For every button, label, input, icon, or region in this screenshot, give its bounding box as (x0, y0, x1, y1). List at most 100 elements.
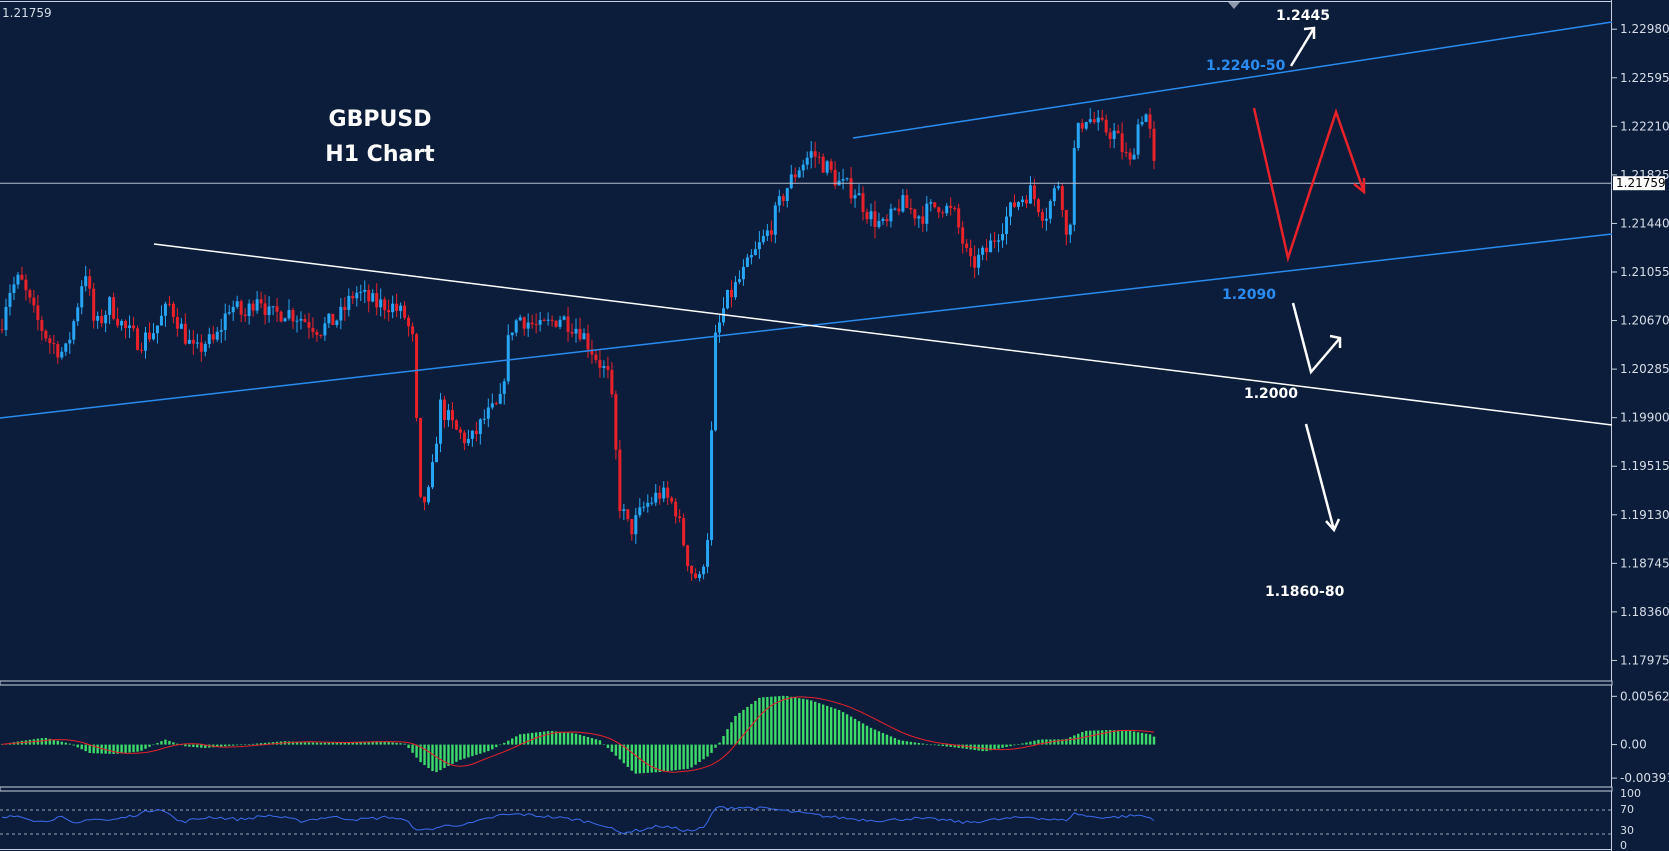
panel-separator-2 (0, 786, 1613, 792)
macd-bar (730, 722, 733, 745)
candle-body (1100, 117, 1104, 120)
candle (215, 326, 219, 342)
candle (638, 498, 642, 518)
macd-bar (817, 703, 821, 745)
candle (295, 315, 299, 333)
candle-body (1060, 186, 1064, 211)
candle (953, 205, 957, 212)
candle (147, 322, 151, 342)
candle-body (88, 276, 92, 289)
macd-bar (243, 744, 247, 746)
channel-support-line[interactable] (0, 233, 1613, 419)
scroll-marker-icon[interactable] (1228, 2, 1240, 9)
macd-bar (806, 699, 809, 745)
candle (1064, 209, 1068, 246)
macd-tick-label: 0.005628 (1620, 689, 1669, 703)
y-tick-label: 1.20670 (1620, 314, 1669, 328)
macd-bar (1104, 730, 1108, 745)
candle (594, 349, 598, 364)
macd-bar (152, 744, 155, 746)
candle-body (929, 202, 933, 204)
candle (598, 349, 602, 378)
macd-bar (124, 744, 127, 753)
candle-body (682, 517, 686, 546)
candle-body (761, 236, 765, 243)
candle-body (299, 318, 303, 321)
macd-bar (829, 707, 833, 745)
candle (550, 315, 554, 327)
candle (1016, 201, 1020, 211)
macd-bar (271, 742, 275, 745)
candle (199, 334, 203, 362)
macd-bar (538, 731, 542, 745)
candle (626, 508, 630, 522)
candle-body (175, 316, 179, 329)
macd-bar (1053, 739, 1056, 745)
candle (231, 300, 235, 321)
macd-bar (76, 744, 79, 748)
macd-bar (762, 697, 765, 745)
candle-body (307, 321, 311, 328)
macd-bar (0, 744, 4, 745)
candle-body (733, 282, 737, 298)
candle (674, 497, 678, 524)
macd-bar (666, 744, 669, 772)
candle-body (1068, 224, 1072, 235)
candle-body (670, 497, 674, 502)
candle (315, 329, 319, 342)
candle (155, 325, 159, 344)
candle (415, 332, 419, 422)
descending-trendline[interactable] (153, 243, 1613, 426)
candle (48, 335, 52, 354)
candle-body (403, 305, 407, 318)
candle-body (901, 195, 905, 212)
candle-body (582, 333, 586, 340)
candle-body (765, 230, 769, 237)
candle-body (989, 240, 993, 253)
macd-bar (88, 744, 91, 753)
candle-body (96, 316, 100, 321)
candle-body (965, 243, 969, 248)
candle-body (442, 399, 446, 421)
macd-bar (873, 729, 877, 745)
candle-body (777, 196, 781, 206)
candle (682, 513, 686, 547)
candle-body (1028, 185, 1032, 204)
macd-bar (92, 744, 95, 754)
macd-bar (216, 744, 219, 747)
candle (343, 297, 347, 321)
macd-bar (108, 744, 111, 754)
channel-resistance-line[interactable] (852, 21, 1613, 139)
candle (658, 485, 662, 505)
candle (151, 323, 155, 341)
candle (849, 167, 853, 204)
candle (104, 310, 108, 333)
candle (917, 214, 921, 228)
macd-bar (742, 709, 745, 745)
macd-bar (359, 741, 362, 745)
macd-bar (375, 741, 378, 745)
candle-body (785, 188, 789, 202)
candle (1052, 185, 1056, 207)
macd-bar (714, 744, 717, 748)
macd-bar (1013, 744, 1016, 746)
macd-bar (686, 744, 689, 769)
arrow-bounce-line (1291, 302, 1341, 375)
candle (88, 268, 92, 296)
candle-body (1152, 128, 1156, 161)
candle (933, 202, 937, 209)
macd-bar (642, 744, 645, 774)
y-tick-label: 1.21055 (1620, 265, 1669, 279)
candle (865, 208, 869, 224)
candle (833, 161, 837, 189)
arrow-down-line (1304, 423, 1336, 531)
candle (470, 430, 474, 447)
candle (725, 289, 729, 310)
macd-bar (630, 744, 634, 771)
candle (159, 305, 163, 326)
macd-bar (582, 735, 586, 745)
level-label-1-2000: 1.2000 (1244, 386, 1298, 402)
candle (518, 314, 522, 321)
candle (789, 164, 793, 190)
candle (614, 390, 618, 460)
